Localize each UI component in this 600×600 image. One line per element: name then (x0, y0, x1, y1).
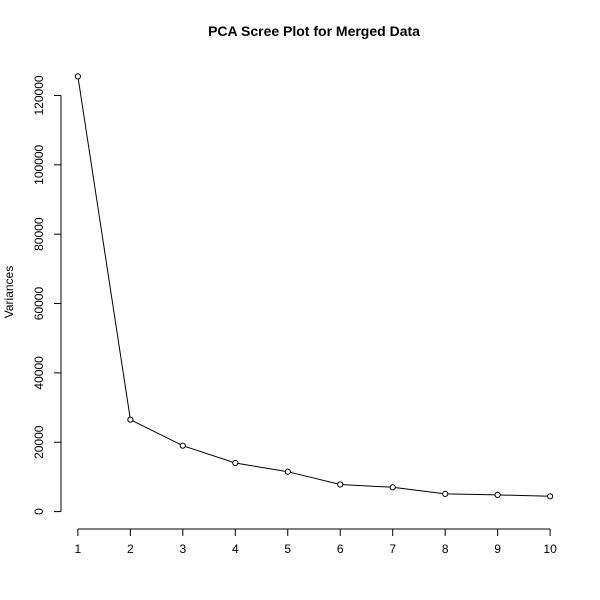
x-tick-label: 4 (232, 542, 239, 556)
x-tick-label: 6 (337, 542, 344, 556)
series-line (78, 76, 550, 496)
data-point (548, 494, 553, 499)
chart-title: PCA Scree Plot for Merged Data (208, 23, 420, 39)
x-tick-label: 9 (494, 542, 501, 556)
data-point (443, 491, 448, 496)
y-tick-label: 60000 (32, 287, 46, 321)
x-tick-label: 3 (179, 542, 186, 556)
x-axis: 1 2 3 4 5 6 7 8 9 10 (75, 529, 558, 556)
data-point (390, 485, 395, 490)
data-point (128, 417, 133, 422)
series-variances (75, 74, 552, 499)
y-tick-label: 100000 (32, 144, 46, 184)
y-axis: 0 20000 40000 60000 80000 100000 120000 (32, 75, 61, 515)
y-tick-label: 80000 (32, 217, 46, 251)
data-point (285, 469, 290, 474)
y-tick-label: 0 (32, 508, 46, 515)
x-tick-label: 8 (442, 542, 449, 556)
data-point (233, 460, 238, 465)
data-point (338, 482, 343, 487)
x-tick-label: 2 (127, 542, 134, 556)
x-tick-label: 1 (75, 542, 82, 556)
y-tick-label: 40000 (32, 356, 46, 390)
y-tick-label: 120000 (32, 75, 46, 115)
x-tick-label: 5 (284, 542, 291, 556)
data-point (180, 443, 185, 448)
y-tick-label: 20000 (32, 425, 46, 459)
data-point (495, 492, 500, 497)
data-point (75, 74, 80, 79)
x-tick-label: 10 (543, 542, 557, 556)
x-tick-label: 7 (389, 542, 396, 556)
y-axis-label: Variances (2, 266, 16, 318)
